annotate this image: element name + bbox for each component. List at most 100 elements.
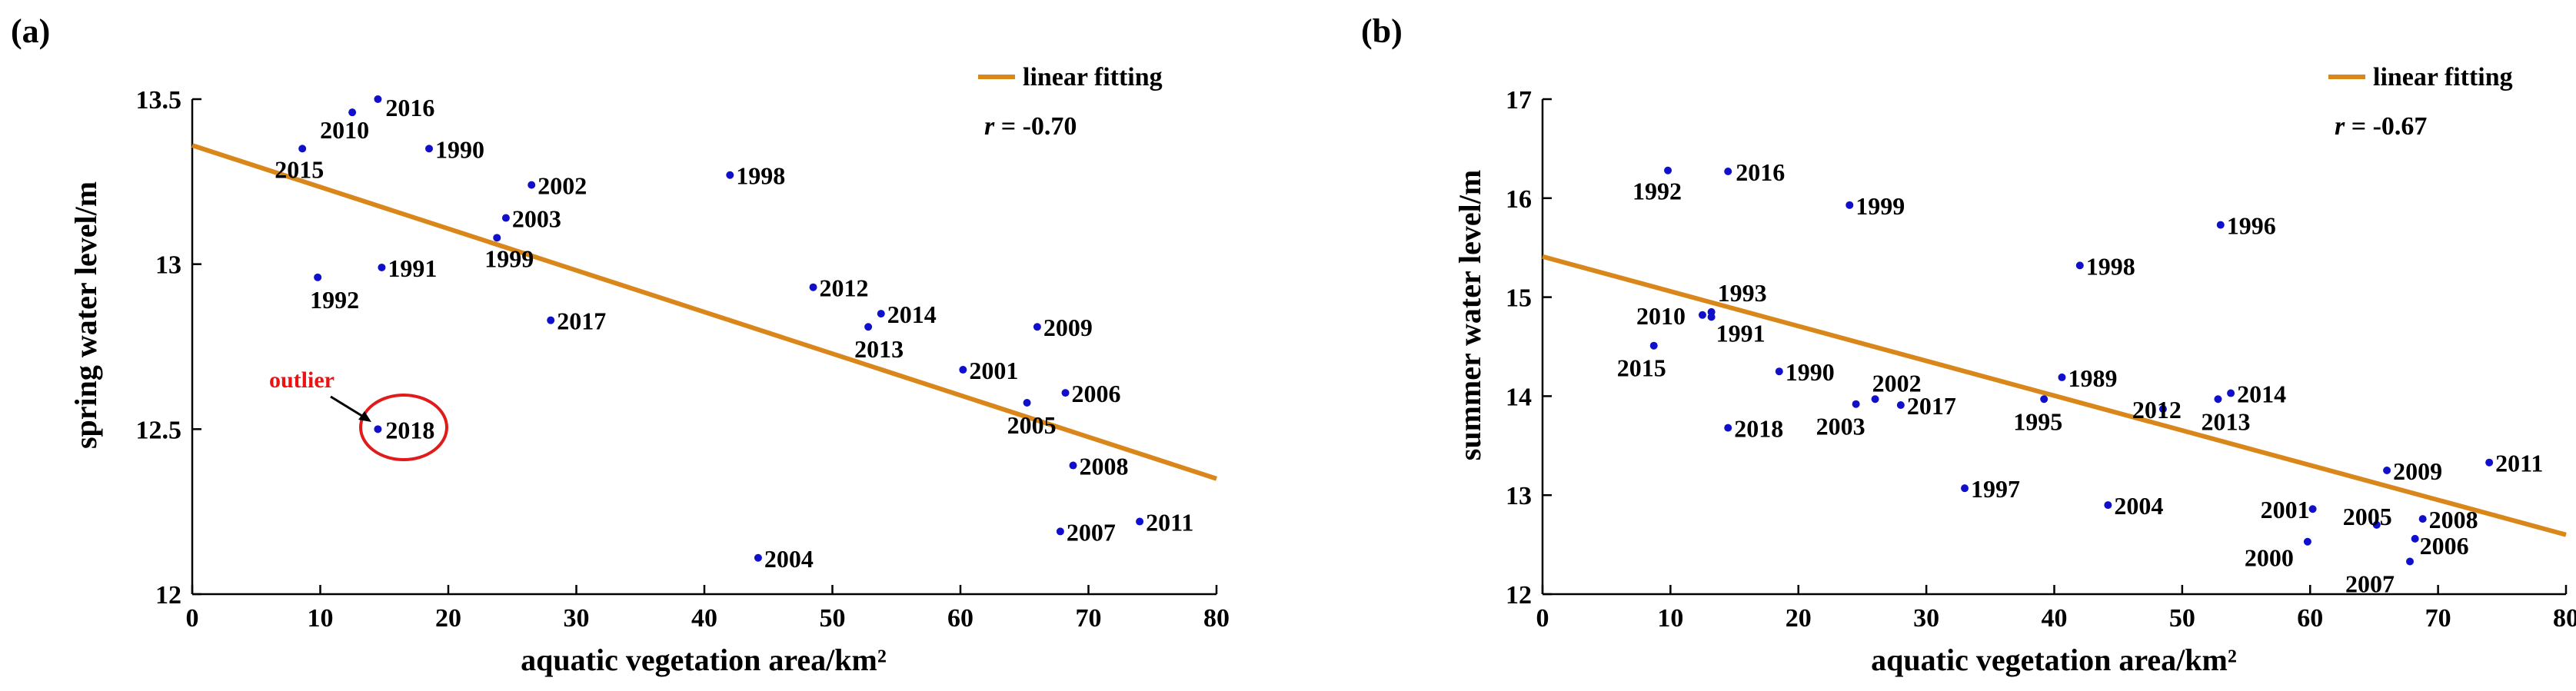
r-value-a: r = -0.70	[984, 112, 1077, 141]
data-point-b-2001	[2308, 505, 2317, 513]
point-label-b-2015: 2015	[1617, 354, 1666, 382]
data-point-b-2000	[2303, 537, 2311, 546]
data-point-b-1991	[1707, 313, 1716, 321]
point-label-b-1996: 1996	[2227, 212, 2276, 240]
data-point-b-1999	[1845, 201, 1854, 209]
data-point-a-2009	[1033, 323, 1041, 331]
point-label-b-2011: 2011	[2495, 450, 2543, 477]
data-point-b-2006	[2411, 534, 2419, 543]
legend-b: linear fitting	[2328, 63, 2513, 91]
point-label-b-2006: 2006	[2420, 532, 2469, 560]
data-point-a-2012	[809, 283, 817, 291]
outlier-ellipse	[359, 394, 448, 461]
x-tick-label-a: 80	[1203, 604, 1230, 633]
panel-label-a: (a)	[11, 12, 50, 50]
point-label-a-2001: 2001	[969, 357, 1018, 384]
x-tick-label-b: 0	[1536, 604, 1549, 633]
point-label-a-2014: 2014	[887, 301, 937, 328]
data-point-a-2015	[298, 145, 307, 153]
data-point-a-2013	[864, 323, 873, 331]
data-point-b-1990	[1775, 367, 1783, 376]
data-point-a-2017	[547, 316, 555, 324]
legend-label-b: linear fitting	[2373, 63, 2513, 91]
point-label-a-2012: 2012	[820, 274, 869, 302]
fit-line-a	[191, 143, 1217, 481]
point-label-a-2004: 2004	[764, 545, 814, 573]
chart-panel-a: (a) aquatic vegetation area/km² spring w…	[11, 12, 1230, 677]
point-label-b-2004: 2004	[2114, 492, 2163, 520]
point-label-a-2008: 2008	[1080, 453, 1129, 480]
point-label-b-1995: 1995	[2013, 407, 2062, 435]
y-tick-label-b: 14	[1506, 383, 1532, 411]
point-label-b-2014: 2014	[2237, 380, 2286, 408]
data-point-a-2014	[877, 310, 885, 318]
data-point-a-2001	[959, 366, 967, 374]
r-symbol-b: r	[2335, 112, 2345, 141]
point-label-b-2008: 2008	[2429, 506, 2478, 533]
x-tick-label-b: 80	[2553, 604, 2576, 633]
fit-line-b	[1542, 254, 2567, 537]
x-axis-label-a: aquatic vegetation area/km²	[521, 643, 887, 677]
point-label-b-2003: 2003	[1816, 413, 1865, 440]
point-label-a-2009: 2009	[1043, 314, 1093, 341]
data-point-b-2010	[1698, 311, 1706, 319]
r-value-b: r = -0.67	[2335, 112, 2427, 141]
point-label-b-2013: 2013	[2201, 407, 2250, 435]
data-point-a-2007	[1056, 527, 1064, 536]
x-tick-label-b: 40	[2042, 604, 2068, 633]
data-point-a-2008	[1069, 461, 1077, 470]
data-point-b-1989	[2058, 373, 2066, 381]
r-number-b: = -0.67	[2345, 112, 2427, 141]
x-tick-label-a: 40	[691, 604, 717, 633]
data-point-a-2003	[501, 214, 510, 222]
x-tick-label-a: 20	[435, 604, 461, 633]
y-tick-label-a: 12	[155, 581, 181, 610]
data-point-a-1990	[425, 145, 434, 153]
point-label-b-2017: 2017	[1907, 392, 1956, 420]
data-point-b-2016	[1724, 168, 1732, 176]
outlier-label: outlier	[269, 367, 334, 393]
point-label-b-2010: 2010	[1636, 302, 1686, 330]
data-point-b-2014	[2227, 389, 2235, 397]
data-point-b-2008	[2418, 515, 2427, 523]
x-tick-label-a: 60	[947, 604, 973, 633]
data-point-a-2006	[1061, 389, 1070, 397]
outlier-annotation: outlier	[269, 367, 448, 461]
x-tick-label-b: 60	[2297, 604, 2323, 633]
point-label-b-2009: 2009	[2393, 457, 2442, 485]
data-point-a-2002	[528, 181, 536, 189]
y-tick-label-b: 15	[1506, 284, 1532, 313]
data-point-a-1998	[726, 171, 734, 179]
point-label-b-1989: 1989	[2068, 364, 2117, 392]
point-label-b-2005: 2005	[2343, 503, 2392, 530]
axes-b: 0 10 20 30 40 50 60 70 80 12 13 14 15 16 17	[1506, 86, 2576, 633]
legend-a: linear fitting	[978, 63, 1163, 91]
point-label-b-2018: 2018	[1734, 415, 1783, 443]
y-tick-label-b: 13	[1506, 482, 1532, 510]
point-label-a-2003: 2003	[512, 205, 561, 233]
x-tick-label-b: 10	[1657, 604, 1683, 633]
point-label-b-2000: 2000	[2245, 544, 2294, 572]
point-label-b-2007: 2007	[2345, 570, 2395, 597]
data-point-b-2007	[2406, 557, 2415, 566]
data-point-a-1991	[378, 263, 386, 271]
point-label-b-2012: 2012	[2132, 396, 2182, 424]
data-point-b-1995	[2040, 395, 2048, 404]
data-point-b-2018	[1724, 424, 1732, 432]
point-label-a-2011: 2011	[1146, 509, 1193, 537]
data-point-b-2005	[2372, 520, 2381, 529]
data-point-b-2004	[2104, 501, 2112, 510]
point-label-a-2015: 2015	[275, 155, 324, 183]
point-label-a-1990: 1990	[435, 135, 484, 163]
x-tick-label-a: 0	[186, 604, 199, 633]
data-point-a-2005	[1023, 398, 1031, 407]
data-point-a-1999	[493, 234, 501, 242]
point-label-b-1998: 1998	[2086, 252, 2135, 280]
y-tick-label-b: 12	[1506, 581, 1532, 610]
data-point-b-1998	[2075, 261, 2084, 270]
data-point-b-1996	[2216, 221, 2225, 229]
point-label-a-2010: 2010	[320, 116, 369, 144]
data-point-a-2018	[374, 425, 382, 434]
point-label-b-1992: 1992	[1632, 178, 1682, 205]
